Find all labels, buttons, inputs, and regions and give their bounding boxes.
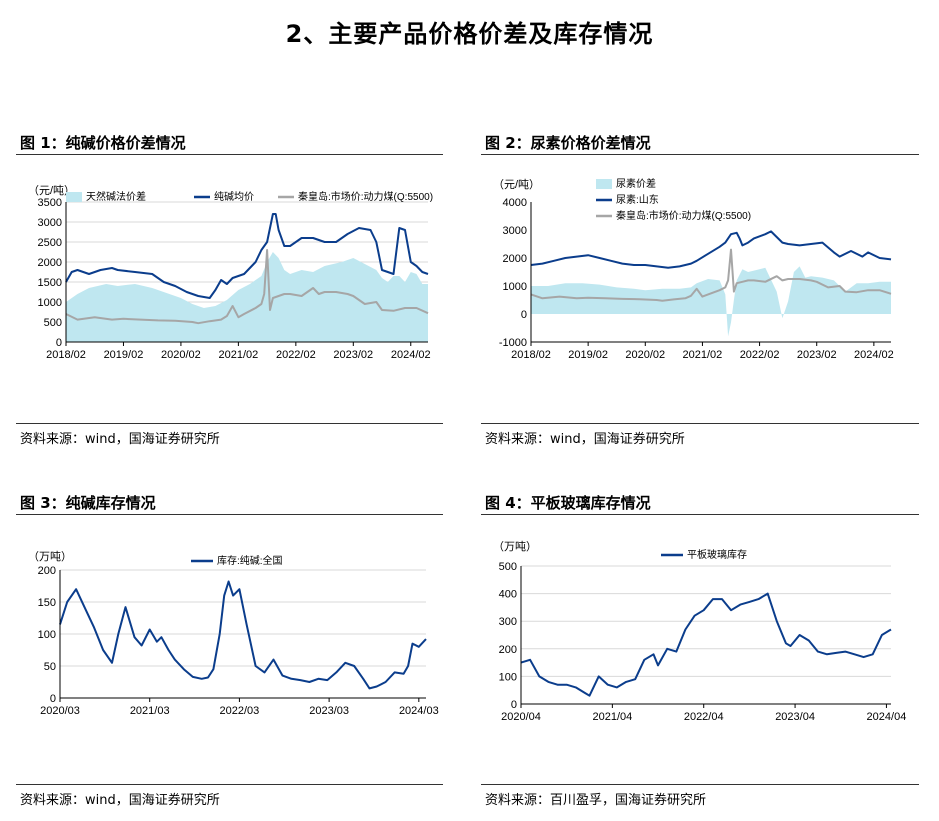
series-line-0 (520, 592, 892, 697)
x-tick-label: 2020/02 (161, 349, 201, 361)
y-tick-label: 0 (521, 309, 527, 321)
legend-swatch-0 (596, 179, 612, 189)
figure-1-title: 图 1：纯碱价格价差情况 (20, 134, 186, 152)
x-tick-label: 2019/02 (104, 349, 144, 361)
figure-3-top-rule (16, 514, 443, 515)
x-tick-label: 2024/03 (399, 705, 439, 717)
legend-label-2: 秦皇岛:市场价:动力煤(Q:5500) (616, 209, 751, 222)
y-axis-unit-label: （万吨） (28, 550, 72, 563)
x-tick-label: 2021/02 (218, 349, 258, 361)
figure-4-source: 资料来源：百川盈孚，国海证券研究所 (485, 793, 707, 808)
legend-swatch-0 (66, 192, 82, 202)
figure-1-source: 资料来源：wind，国海证券研究所 (20, 432, 220, 447)
x-tick-label: 2021/04 (592, 711, 632, 723)
series-area-0 (66, 252, 428, 342)
page-title: 2、主要产品价格价差及库存情况 (285, 20, 654, 48)
y-tick-label: 1000 (503, 281, 527, 293)
series-line-0 (59, 580, 427, 690)
y-tick-label: 1000 (38, 297, 62, 309)
y-tick-label: 2000 (38, 257, 62, 269)
x-tick-label: 2019/02 (568, 349, 608, 361)
y-axis-unit-label: （元/吨） (28, 184, 75, 197)
y-tick-label: 400 (499, 589, 517, 601)
y-tick-label: 2000 (503, 253, 527, 265)
x-tick-label: 2020/04 (501, 711, 541, 723)
legend-label-0: 平板玻璃库存 (687, 548, 747, 561)
figure-2-source: 资料来源：wind，国海证券研究所 (485, 432, 685, 447)
soda-ash-inventory-chart: （万吨） 0 50 100 150 200 2020/03 2021/03 2022/03 202… (28, 550, 439, 717)
figure-3-title: 图 3：纯碱库存情况 (20, 494, 156, 512)
x-tick-label: 2024/02 (854, 349, 894, 361)
x-tick-label: 2023/02 (333, 349, 373, 361)
y-tick-label: 150 (38, 597, 56, 609)
legend-label-1: 尿素:山东 (616, 193, 659, 206)
figure-3-source: 资料来源：wind，国海证券研究所 (20, 793, 220, 808)
x-tick-label: 2023/02 (797, 349, 837, 361)
flat-glass-inventory-chart: （万吨） 0 100 200 300 400 500 2020/04 2021/04 2022/0… (493, 540, 907, 723)
x-tick-label: 2024/04 (867, 711, 907, 723)
y-tick-label: 3500 (38, 197, 62, 209)
figure-3-bottom-rule (16, 784, 443, 785)
x-tick-label: 2022/04 (684, 711, 724, 723)
series-area-0 (531, 266, 891, 337)
y-tick-label: 200 (38, 565, 56, 577)
legend-label-1: 纯碱均价 (214, 190, 254, 203)
y-tick-label: -1000 (499, 337, 527, 349)
x-tick-label: 2021/02 (683, 349, 723, 361)
y-tick-label: 0 (511, 699, 517, 711)
figure-2-title: 图 2：尿素价格价差情况 (485, 134, 651, 152)
series-line-2 (65, 249, 429, 325)
series-line-2 (530, 248, 892, 302)
figure-2-bottom-rule (481, 423, 919, 424)
figure-1-bottom-rule (16, 423, 443, 424)
urea-price-spread-chart: （元/吨） -1000 0 1000 2000 3000 4000 2018/02 2019/0… (493, 177, 894, 361)
x-tick-label: 2023/04 (775, 711, 815, 723)
y-tick-label: 500 (499, 561, 517, 573)
y-tick-label: 2500 (38, 237, 62, 249)
figure-1-top-rule (16, 154, 443, 155)
y-tick-label: 50 (44, 661, 56, 673)
x-tick-label: 2022/03 (220, 705, 260, 717)
soda-ash-price-spread-chart: （元/吨） 0 500 1000 1500 2000 2500 3000 3500 2018/02… (28, 184, 433, 361)
legend-label-0: 库存:纯碱:全国 (217, 554, 283, 567)
figure-4-title: 图 4：平板玻璃库存情况 (485, 494, 651, 512)
x-tick-label: 2024/02 (391, 349, 431, 361)
figure-4-top-rule (481, 514, 919, 515)
series-line-1 (65, 213, 429, 299)
y-tick-label: 0 (50, 693, 56, 705)
y-tick-label: 4000 (503, 197, 527, 209)
y-tick-label: 0 (56, 337, 62, 349)
legend-label-2: 秦皇岛:市场价:动力煤(Q:5500) (298, 190, 433, 203)
x-tick-label: 2021/03 (130, 705, 170, 717)
y-tick-label: 3000 (503, 225, 527, 237)
x-tick-label: 2018/02 (46, 349, 86, 361)
y-tick-label: 3000 (38, 217, 62, 229)
x-tick-label: 2020/03 (40, 705, 80, 717)
y-tick-label: 500 (44, 317, 62, 329)
legend-label-0: 天然碱法价差 (86, 190, 146, 203)
legend-label-0: 尿素价差 (616, 177, 656, 190)
y-tick-label: 300 (499, 616, 517, 628)
x-tick-label: 2018/02 (511, 349, 551, 361)
y-axis-unit-label: （元/吨） (493, 178, 540, 191)
y-axis-unit-label: （万吨） (493, 540, 537, 553)
y-tick-label: 200 (499, 644, 517, 656)
figure-2-top-rule (481, 154, 919, 155)
x-tick-label: 2022/02 (276, 349, 316, 361)
x-tick-label: 2020/02 (625, 349, 665, 361)
figure-4-bottom-rule (481, 784, 919, 785)
x-tick-label: 2022/02 (740, 349, 780, 361)
series-line-1 (530, 230, 892, 269)
x-tick-label: 2023/03 (309, 705, 349, 717)
y-tick-label: 1500 (38, 277, 62, 289)
y-tick-label: 100 (499, 671, 517, 683)
y-tick-label: 100 (38, 629, 56, 641)
